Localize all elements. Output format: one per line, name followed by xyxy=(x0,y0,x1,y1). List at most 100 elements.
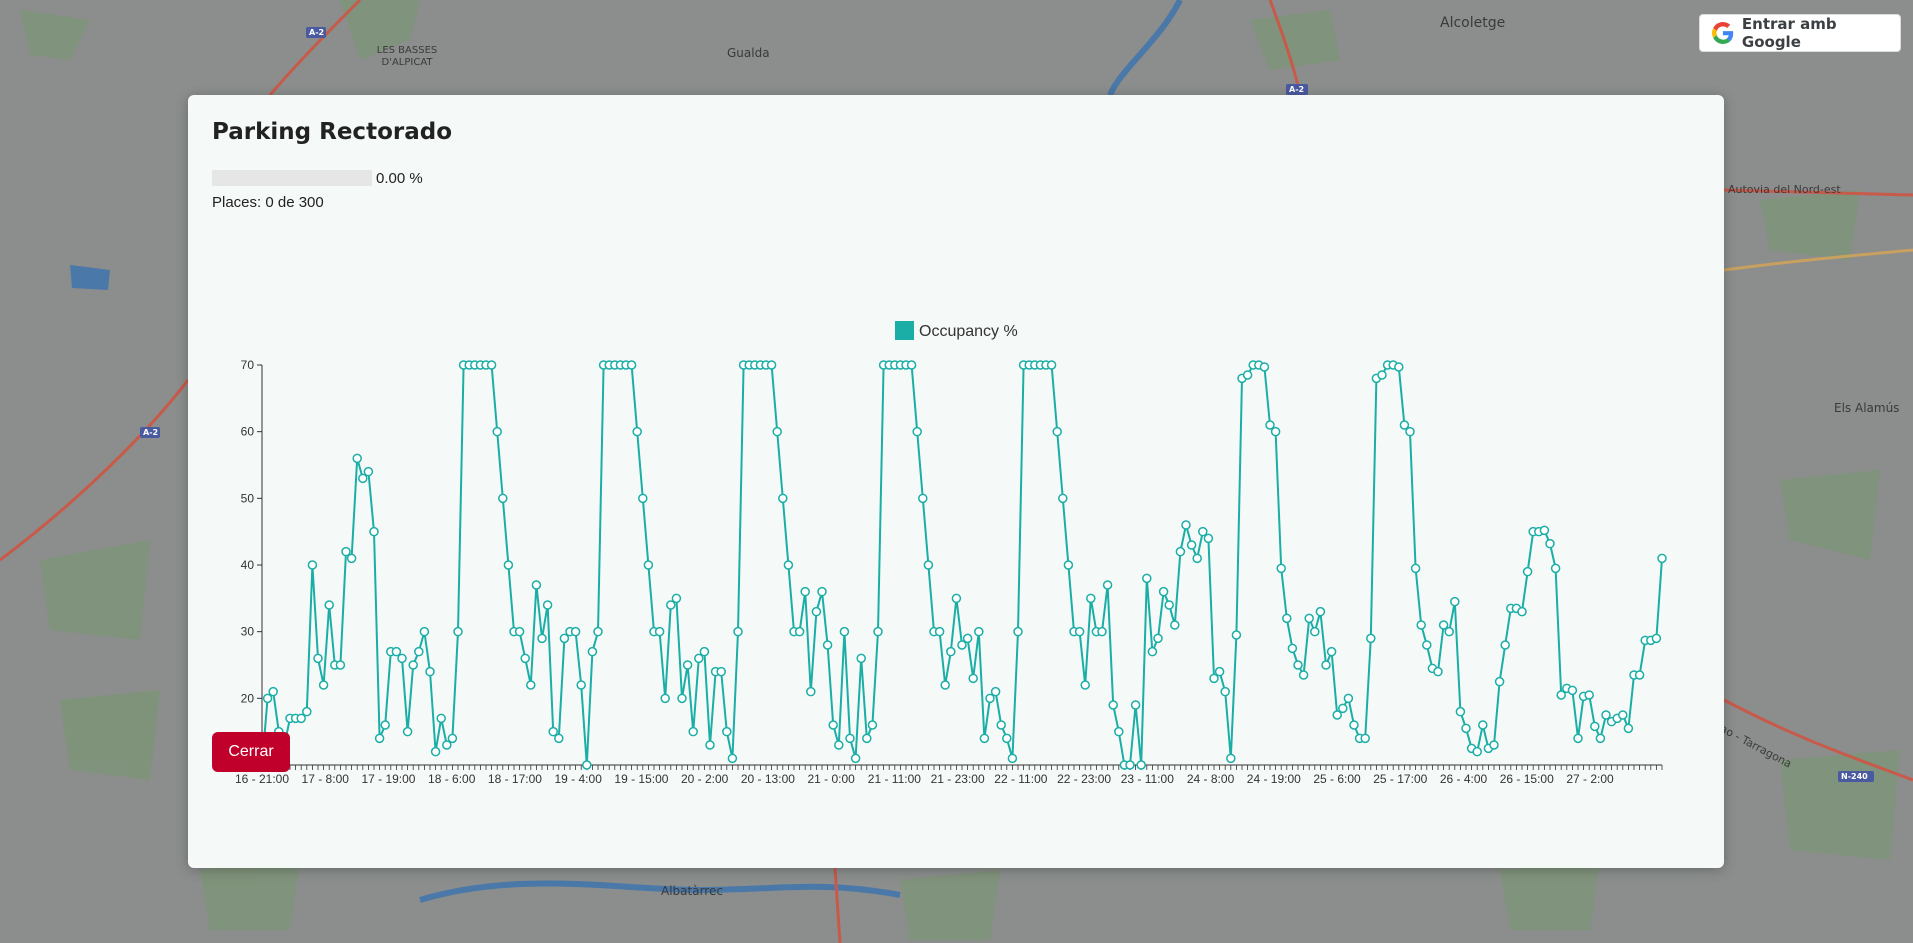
data-point xyxy=(1394,362,1404,372)
data-point xyxy=(906,360,917,370)
data-point xyxy=(1164,600,1174,610)
data-point xyxy=(559,633,570,644)
data-point xyxy=(1377,370,1387,380)
data-point xyxy=(1052,426,1062,437)
data-point xyxy=(1310,626,1320,637)
data-point xyxy=(436,713,446,724)
y-tick-label: 40 xyxy=(241,558,255,572)
data-point xyxy=(1461,723,1471,734)
data-point xyxy=(1114,726,1124,737)
road-badge: N-240 xyxy=(1841,772,1868,781)
data-point xyxy=(1332,710,1342,720)
data-point xyxy=(766,360,777,370)
data-point xyxy=(363,466,374,477)
data-point xyxy=(856,653,866,664)
data-point xyxy=(1618,710,1628,720)
x-tick-label: 20 - 13:00 xyxy=(741,772,795,786)
x-tick-label: 17 - 19:00 xyxy=(361,772,415,786)
data-point xyxy=(576,680,586,690)
legend-swatch xyxy=(895,321,914,340)
close-button[interactable]: Cerrar xyxy=(212,732,290,772)
data-point xyxy=(1063,560,1074,570)
data-point xyxy=(492,426,502,437)
data-point xyxy=(1584,690,1594,700)
data-point xyxy=(514,626,525,637)
map-label-basses: LES BASSES D'ALPICAT xyxy=(376,45,438,68)
data-point xyxy=(268,686,278,697)
data-point xyxy=(313,653,323,664)
data-point xyxy=(1321,660,1331,670)
data-point xyxy=(1276,563,1286,574)
data-point xyxy=(811,606,822,617)
data-point xyxy=(778,493,788,504)
y-tick-label: 20 xyxy=(241,691,255,705)
data-point xyxy=(1220,686,1230,697)
data-point xyxy=(593,626,603,637)
data-point xyxy=(587,646,598,657)
data-point xyxy=(1567,685,1578,696)
data-point xyxy=(307,560,318,570)
data-point xyxy=(974,626,984,637)
data-point xyxy=(352,453,362,464)
data-point xyxy=(1343,693,1354,704)
data-point xyxy=(1007,753,1018,764)
map-label-albatarrec: Albatàrrec xyxy=(661,884,723,898)
data-point xyxy=(498,493,508,504)
data-point xyxy=(453,626,463,637)
data-point xyxy=(682,660,693,670)
x-tick-label: 22 - 23:00 xyxy=(1057,772,1111,786)
data-point xyxy=(570,626,581,637)
data-point xyxy=(834,740,844,750)
data-point xyxy=(1360,733,1370,744)
data-point xyxy=(1125,760,1135,770)
data-point xyxy=(1136,760,1146,770)
y-tick-label: 70 xyxy=(241,358,255,372)
x-tick-label: 21 - 11:00 xyxy=(868,772,921,786)
data-point xyxy=(1074,626,1085,637)
x-tick-label: 18 - 6:00 xyxy=(428,772,476,786)
occupancy-bar xyxy=(212,170,372,186)
data-point xyxy=(408,660,418,670)
data-point xyxy=(1657,553,1667,564)
data-point xyxy=(822,640,833,650)
data-point xyxy=(705,740,715,750)
data-point xyxy=(548,726,558,737)
data-point xyxy=(318,680,329,690)
data-point xyxy=(1422,640,1432,650)
data-point xyxy=(699,646,710,657)
data-point xyxy=(912,426,922,437)
data-point xyxy=(1287,643,1298,654)
data-point xyxy=(1478,720,1488,730)
x-tick-label: 17 - 8:00 xyxy=(302,772,350,786)
x-tick-label: 22 - 11:00 xyxy=(994,772,1047,786)
data-point xyxy=(447,733,458,744)
data-point xyxy=(1601,710,1611,720)
data-point xyxy=(1539,525,1550,536)
data-point xyxy=(1209,673,1219,684)
data-point xyxy=(1338,703,1348,714)
data-point xyxy=(806,686,816,697)
data-point xyxy=(1489,740,1499,750)
data-point xyxy=(951,593,962,604)
data-point xyxy=(1438,620,1449,630)
x-tick-label: 26 - 15:00 xyxy=(1500,772,1554,786)
data-point xyxy=(380,720,390,730)
y-tick-label: 30 xyxy=(241,625,255,639)
data-point xyxy=(654,626,665,637)
data-point xyxy=(1170,620,1180,630)
google-signin-button[interactable]: Entrar amb Google xyxy=(1699,14,1901,52)
data-point xyxy=(391,646,402,657)
data-point xyxy=(369,526,379,537)
data-point xyxy=(1058,493,1068,504)
data-point xyxy=(1186,540,1197,550)
data-point xyxy=(1282,613,1292,624)
data-point xyxy=(1326,646,1337,657)
data-point xyxy=(850,753,861,764)
data-point xyxy=(873,626,883,637)
y-tick-label: 50 xyxy=(241,491,255,505)
road-badge: A-2 xyxy=(143,428,158,437)
data-point xyxy=(1545,538,1555,549)
google-g-icon xyxy=(1712,22,1734,44)
data-point xyxy=(1108,700,1118,710)
data-point xyxy=(1405,426,1415,437)
